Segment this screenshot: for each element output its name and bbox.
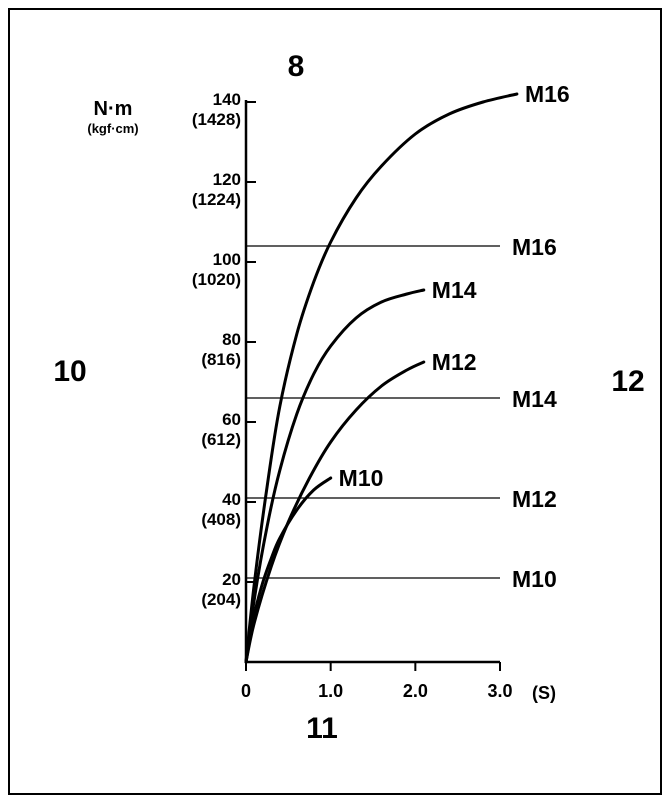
y-tick-label: 60 [222, 410, 241, 429]
y-tick-sublabel: (612) [201, 430, 241, 449]
curve-m12 [244, 360, 426, 664]
callout-bottom: 11 [306, 712, 338, 745]
y-tick-label: 140 [213, 90, 241, 109]
x-tick-label: 3.0 [487, 681, 512, 701]
curve-m16 [244, 92, 519, 664]
reference-line-label: M12 [512, 486, 557, 512]
y-tick-label: 40 [222, 490, 241, 509]
curve-m14 [244, 288, 426, 664]
figure-border [8, 8, 662, 795]
curve-label: M14 [432, 277, 477, 303]
ticks-layer: 20(204) 40(408) 60(612) 80(816) 100(1020) 120… [192, 90, 513, 701]
reference-lines-layer: M16 M14 M12 M10 [246, 234, 557, 592]
y-tick-sublabel: (816) [201, 350, 241, 369]
curve-label: M12 [432, 349, 477, 375]
x-tick-label: 2.0 [403, 681, 428, 701]
callout-left: 10 [53, 355, 86, 388]
y-tick-label: 100 [213, 250, 241, 269]
y-tick-sublabel: (204) [201, 590, 241, 609]
y-tick-label: 20 [222, 570, 241, 589]
reference-line-label: M16 [512, 234, 557, 260]
callout-top: 8 [288, 50, 305, 83]
y-axis-unit: N·m [94, 98, 133, 120]
y-tick-sublabel: (1428) [192, 110, 241, 129]
y-tick-label: 120 [213, 170, 241, 189]
y-tick-sublabel: (408) [201, 510, 241, 529]
x-tick-label: 1.0 [318, 681, 343, 701]
curve-label: M16 [525, 81, 570, 107]
x-tick-label: 0 [241, 681, 251, 701]
curve-label: M10 [339, 465, 384, 491]
y-axis-unit-secondary: (kgf·cm) [87, 121, 138, 136]
callout-right: 12 [611, 365, 644, 398]
curves-layer: M10 M12 M14 M16 [244, 81, 570, 664]
y-tick-sublabel: (1020) [192, 270, 241, 289]
y-tick-label: 80 [222, 330, 241, 349]
x-axis-unit: (S) [532, 683, 556, 703]
curve-m10 [244, 476, 333, 664]
reference-line-label: M14 [512, 386, 557, 412]
reference-line-label: M10 [512, 566, 557, 592]
y-tick-sublabel: (1224) [192, 190, 241, 209]
